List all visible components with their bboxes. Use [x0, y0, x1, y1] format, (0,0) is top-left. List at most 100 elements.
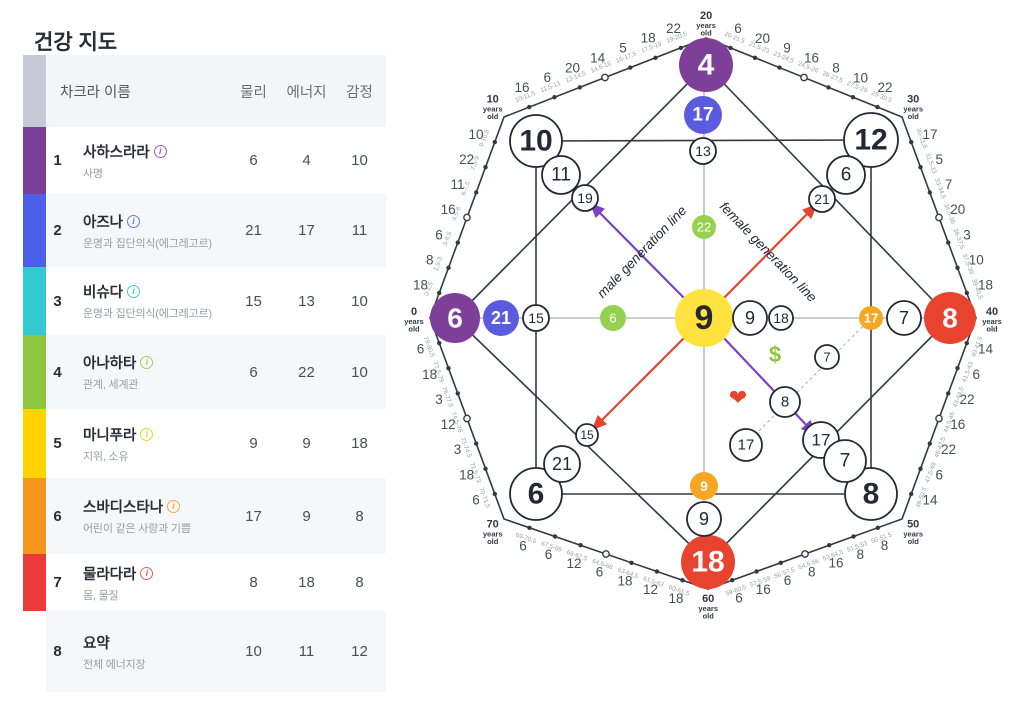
svg-text:17: 17 — [692, 105, 713, 126]
svg-text:15: 15 — [528, 310, 544, 326]
svg-text:8: 8 — [857, 547, 865, 562]
svg-text:9: 9 — [699, 509, 709, 529]
svg-text:old: old — [408, 325, 420, 334]
svg-text:14: 14 — [978, 342, 994, 357]
svg-text:18: 18 — [422, 367, 437, 382]
svg-text:5: 5 — [619, 41, 627, 56]
svg-text:16: 16 — [950, 417, 965, 432]
svg-text:6: 6 — [545, 547, 553, 562]
svg-text:7: 7 — [945, 177, 953, 192]
svg-text:12: 12 — [566, 556, 581, 571]
svg-text:11: 11 — [551, 165, 571, 186]
svg-text:old: old — [487, 537, 499, 546]
svg-text:5: 5 — [936, 152, 944, 167]
svg-text:6: 6 — [447, 303, 463, 334]
svg-text:16: 16 — [441, 202, 456, 217]
svg-text:9: 9 — [783, 41, 791, 56]
svg-text:8: 8 — [863, 478, 880, 511]
svg-text:12: 12 — [441, 417, 456, 432]
svg-text:18: 18 — [773, 310, 789, 326]
svg-text:old: old — [487, 112, 499, 121]
svg-text:❤: ❤ — [729, 385, 747, 410]
svg-text:20: 20 — [755, 31, 770, 46]
svg-text:11: 11 — [450, 177, 464, 192]
svg-text:9: 9 — [700, 478, 708, 494]
svg-text:21: 21 — [552, 454, 572, 474]
svg-text:7: 7 — [899, 308, 909, 328]
svg-text:22: 22 — [666, 21, 681, 36]
svg-text:13: 13 — [695, 143, 711, 159]
svg-text:8: 8 — [781, 394, 789, 411]
svg-text:6: 6 — [609, 311, 616, 326]
svg-text:6: 6 — [734, 21, 742, 36]
svg-text:22: 22 — [459, 152, 474, 167]
svg-text:22: 22 — [697, 220, 711, 235]
svg-text:16: 16 — [514, 80, 529, 95]
svg-text:6: 6 — [841, 165, 852, 186]
svg-text:19: 19 — [577, 190, 593, 206]
svg-text:old: old — [986, 325, 998, 334]
svg-text:16: 16 — [804, 51, 819, 66]
svg-text:old: old — [703, 612, 715, 621]
svg-text:7: 7 — [840, 451, 851, 472]
svg-text:18: 18 — [459, 467, 474, 482]
svg-text:8: 8 — [881, 538, 889, 553]
svg-text:1,5-3: 1,5-3 — [433, 256, 445, 272]
svg-text:18: 18 — [641, 31, 656, 46]
svg-text:6: 6 — [519, 538, 527, 553]
svg-text:4: 4 — [698, 49, 715, 82]
svg-text:7: 7 — [823, 350, 830, 365]
svg-text:8: 8 — [808, 564, 816, 579]
svg-text:3: 3 — [454, 442, 462, 457]
svg-text:$: $ — [769, 342, 781, 367]
svg-text:14: 14 — [922, 492, 938, 507]
svg-text:8: 8 — [426, 252, 434, 267]
svg-text:6: 6 — [528, 478, 545, 511]
svg-text:6: 6 — [435, 227, 443, 242]
svg-text:8: 8 — [832, 60, 840, 75]
svg-text:21: 21 — [814, 191, 830, 207]
svg-text:6: 6 — [417, 342, 425, 357]
svg-text:16: 16 — [756, 582, 771, 597]
svg-text:6: 6 — [936, 467, 944, 482]
svg-text:6: 6 — [472, 492, 480, 507]
svg-text:6: 6 — [543, 70, 551, 85]
svg-text:15: 15 — [580, 428, 594, 442]
svg-text:22: 22 — [941, 442, 956, 457]
svg-text:10: 10 — [969, 252, 984, 267]
svg-text:6: 6 — [784, 573, 792, 588]
svg-text:17: 17 — [812, 431, 831, 450]
svg-text:16: 16 — [828, 556, 843, 571]
svg-text:6: 6 — [973, 367, 981, 382]
svg-text:3: 3 — [963, 227, 971, 242]
svg-text:3: 3 — [435, 392, 443, 407]
svg-text:male generation line: male generation line — [594, 203, 689, 301]
svg-text:8: 8 — [942, 303, 958, 334]
svg-text:6: 6 — [596, 564, 604, 579]
svg-text:10: 10 — [468, 127, 483, 142]
svg-text:20: 20 — [565, 60, 580, 75]
svg-text:9: 9 — [745, 308, 755, 328]
svg-text:10: 10 — [853, 70, 868, 85]
svg-text:18: 18 — [668, 591, 683, 606]
svg-text:18: 18 — [413, 278, 428, 293]
svg-text:22: 22 — [877, 80, 892, 95]
svg-text:6: 6 — [735, 591, 743, 606]
svg-text:9: 9 — [695, 299, 714, 337]
svg-text:17: 17 — [922, 127, 937, 142]
svg-text:12: 12 — [854, 124, 887, 157]
svg-text:14: 14 — [590, 50, 606, 65]
svg-text:22: 22 — [959, 392, 974, 407]
svg-text:21: 21 — [491, 308, 511, 328]
svg-text:12: 12 — [643, 582, 658, 597]
svg-text:old: old — [908, 537, 920, 546]
svg-text:3-4,5: 3-4,5 — [442, 230, 454, 246]
svg-text:17: 17 — [738, 437, 755, 454]
svg-text:18: 18 — [978, 278, 993, 293]
svg-text:18: 18 — [691, 546, 724, 579]
svg-text:old: old — [908, 112, 920, 121]
svg-text:10: 10 — [519, 125, 552, 158]
svg-text:17: 17 — [864, 311, 878, 326]
svg-text:old: old — [700, 29, 712, 38]
svg-text:20: 20 — [950, 202, 965, 217]
